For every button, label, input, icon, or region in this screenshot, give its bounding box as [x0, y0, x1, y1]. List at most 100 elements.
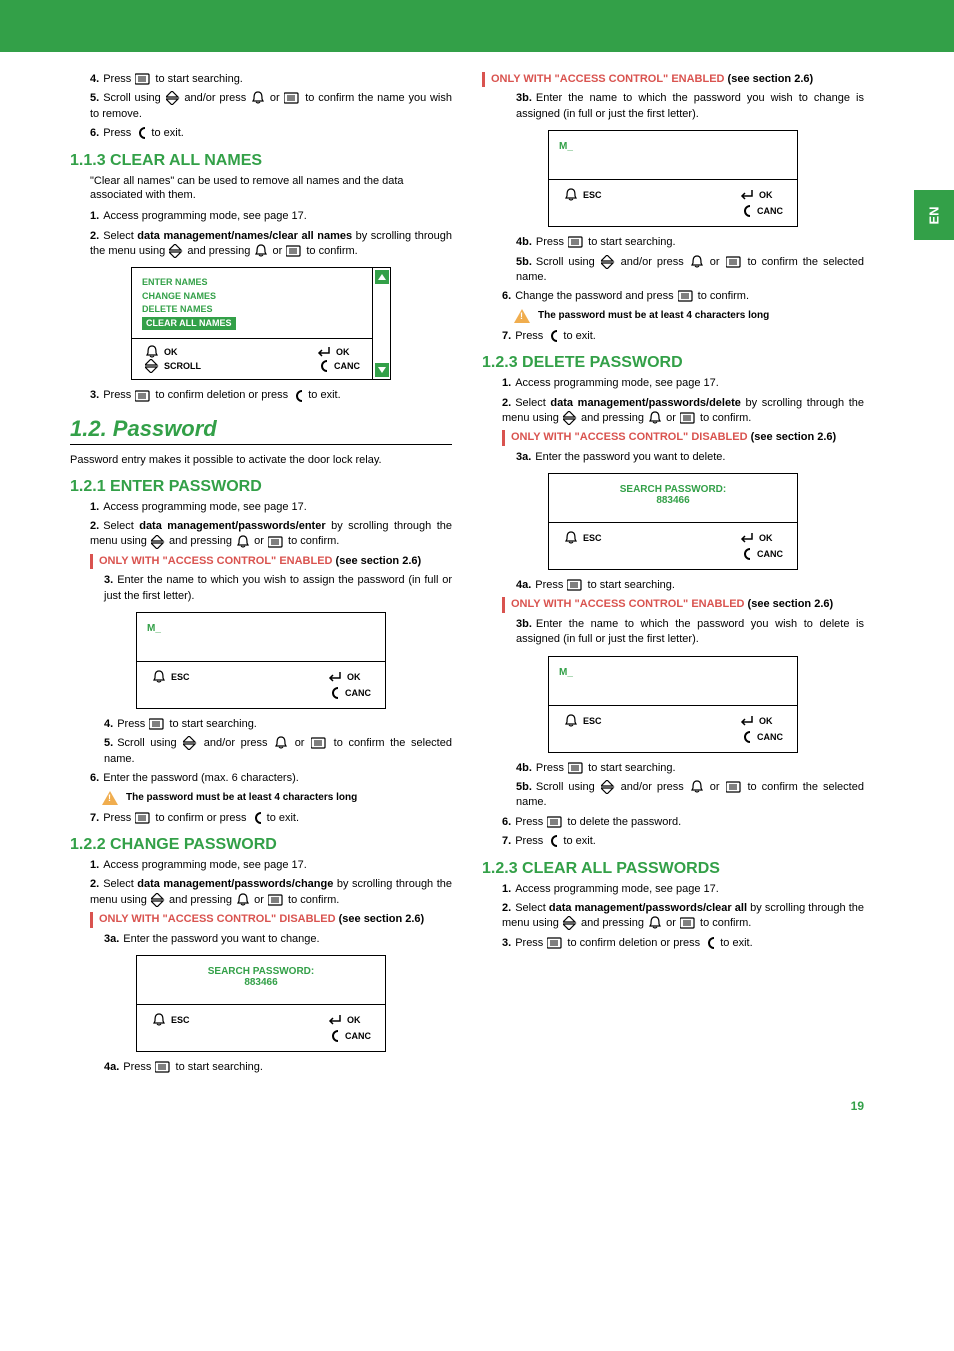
- menu-item: ENTER NAMES: [142, 276, 362, 290]
- display-lower: ESC OK CANC: [137, 661, 385, 708]
- c-icon: [740, 547, 752, 561]
- section-12-title: 1.2. Password: [70, 416, 452, 445]
- ok-label: OK: [347, 672, 361, 682]
- keypad-icon: [567, 578, 583, 592]
- section-121-steps: 1.Access programming mode, see page 17. …: [90, 500, 452, 550]
- canc-label: CANC: [345, 688, 371, 698]
- keypad-icon: [286, 244, 302, 258]
- bell-icon: [152, 1013, 166, 1027]
- bell-icon: [236, 893, 250, 907]
- s122-step3a: 3a.Enter the password you want to change…: [90, 932, 452, 947]
- menu-item-highlighted: CLEAR ALL NAMES: [142, 317, 236, 331]
- search-pw-value: 883466: [147, 977, 375, 988]
- keypad-icon: [726, 780, 742, 794]
- section-121-title: 1.2.1 ENTER PASSWORD: [70, 478, 452, 496]
- ok-label: OK: [759, 190, 773, 200]
- s121-step7: 7.Press to confirm or press to exit.: [90, 811, 452, 826]
- s122-step4a: 4a.Press to start searching.: [90, 1060, 452, 1075]
- warning-row: The password must be at least 4 characte…: [514, 309, 864, 323]
- section-123-steps: 1.Access programming mode, see page 17. …: [502, 376, 864, 426]
- keypad-icon: [268, 535, 284, 549]
- step-5b: 5b.Scroll using and/or press or to confi…: [516, 780, 864, 811]
- step-4: 4.Press to start searching.: [104, 717, 452, 732]
- s122-step2: 2.Select data management/passwords/chang…: [90, 877, 452, 908]
- esc-label: ESC: [583, 190, 602, 200]
- left-column: 4.Press to start searching. 5.Scroll usi…: [70, 72, 452, 1079]
- language-tab-label: EN: [927, 206, 942, 224]
- esc-label: ESC: [583, 716, 602, 726]
- esc-label: ESC: [583, 533, 602, 543]
- scroll-up-icon: [375, 270, 389, 284]
- language-tab: EN: [914, 190, 954, 240]
- bell-icon: [145, 345, 159, 359]
- s121-step3: 3.Enter the name to which you wish to as…: [90, 573, 452, 604]
- keypad-icon: [135, 389, 151, 403]
- ok-label: OK: [759, 716, 773, 726]
- bell-icon: [690, 780, 704, 794]
- updown-icon: [563, 411, 577, 425]
- intro-steps: 4.Press to start searching. 5.Scroll usi…: [90, 72, 452, 142]
- step-4b: 4b.Press to start searching.: [516, 235, 864, 250]
- ok-label: OK: [336, 347, 350, 357]
- header-bar: [0, 0, 954, 52]
- display-upper: M_: [549, 657, 797, 705]
- enter-icon: [740, 188, 754, 202]
- warning-icon: [514, 309, 530, 323]
- updown-icon: [169, 244, 183, 258]
- display-lower: ESC OK CANC: [549, 522, 797, 569]
- canc-label: CANC: [345, 1031, 371, 1041]
- warning-text: The password must be at least 4 characte…: [126, 792, 357, 803]
- ok-label: OK: [347, 1015, 361, 1025]
- s113-step2: 2.Select data management/names/clear all…: [90, 229, 452, 260]
- updown-icon: [563, 916, 577, 930]
- ok-label: OK: [164, 347, 178, 357]
- step-3a: 3a.Enter the password you want to change…: [104, 932, 452, 947]
- bell-icon: [564, 531, 578, 545]
- s123b-step2: 2.Select data management/passwords/clear…: [502, 901, 864, 932]
- access-control-note: ONLY WITH "ACCESS CONTROL" ENABLED (see …: [482, 72, 864, 87]
- bell-icon: [564, 714, 578, 728]
- page-number: 19: [0, 1099, 954, 1123]
- c-icon: [704, 936, 716, 950]
- menu-display: ENTER NAMES CHANGE NAMES DELETE NAMES CL…: [131, 267, 391, 380]
- keypad-icon: [680, 916, 696, 930]
- s121-step2: 2.Select data management/passwords/enter…: [90, 519, 452, 550]
- s121-steps-cont: 4.Press to start searching. 5.Scroll usi…: [90, 717, 452, 787]
- s123b-step3: 3.Press to confirm deletion or press to …: [502, 936, 864, 951]
- page-content: 4.Press to start searching. 5.Scroll usi…: [0, 52, 954, 1099]
- enter-icon: [328, 1013, 342, 1027]
- c-icon: [135, 126, 147, 140]
- step-7: 7.Press to exit.: [502, 834, 864, 849]
- keypad-icon: [155, 1060, 171, 1074]
- enter-icon: [740, 714, 754, 728]
- canc-label: CANC: [757, 732, 783, 742]
- keypad-icon: [135, 72, 151, 86]
- display-lower: ESC OK CANC: [137, 1004, 385, 1051]
- right-column: ONLY WITH "ACCESS CONTROL" ENABLED (see …: [482, 72, 864, 1079]
- step-3b: 3b.Enter the name to which the password …: [516, 91, 864, 122]
- step-5b: 5b.Scroll using and/or press or to confi…: [516, 255, 864, 286]
- warning-row: The password must be at least 4 characte…: [102, 791, 452, 805]
- step-3: 3.Press to confirm deletion or press to …: [90, 388, 452, 403]
- keypad-icon: [568, 761, 584, 775]
- section-113-title: 1.1.3 CLEAR ALL NAMES: [70, 152, 452, 170]
- updown-icon: [151, 535, 165, 549]
- warning-icon: [102, 791, 118, 805]
- menu-item: CHANGE NAMES: [142, 290, 362, 304]
- search-pw-label: SEARCH PASSWORD:: [559, 484, 787, 495]
- r-step7: 7.Press to exit.: [502, 329, 864, 344]
- section-12-intro: Password entry makes it possible to acti…: [70, 453, 452, 468]
- c-icon: [328, 1029, 340, 1043]
- bell-icon: [648, 411, 662, 425]
- section-122-steps: 1.Access programming mode, see page 17. …: [90, 858, 452, 908]
- bell-icon: [274, 736, 288, 750]
- canc-label: CANC: [757, 206, 783, 216]
- s123-steps-cont: 4b.Press to start searching. 5b.Scroll u…: [502, 761, 864, 850]
- search-display: SEARCH PASSWORD: 883466 ESC OK CANC: [548, 473, 798, 570]
- s123-step3b: 3b.Enter the name to which the password …: [502, 617, 864, 648]
- section-113-steps: 1.Access programming mode, see page 17. …: [90, 209, 452, 259]
- access-control-note: ONLY WITH "ACCESS CONTROL" ENABLED (see …: [90, 554, 452, 569]
- enter-icon: [317, 345, 331, 359]
- search-pw-label: SEARCH PASSWORD:: [147, 966, 375, 977]
- scroll-down-icon: [375, 363, 389, 377]
